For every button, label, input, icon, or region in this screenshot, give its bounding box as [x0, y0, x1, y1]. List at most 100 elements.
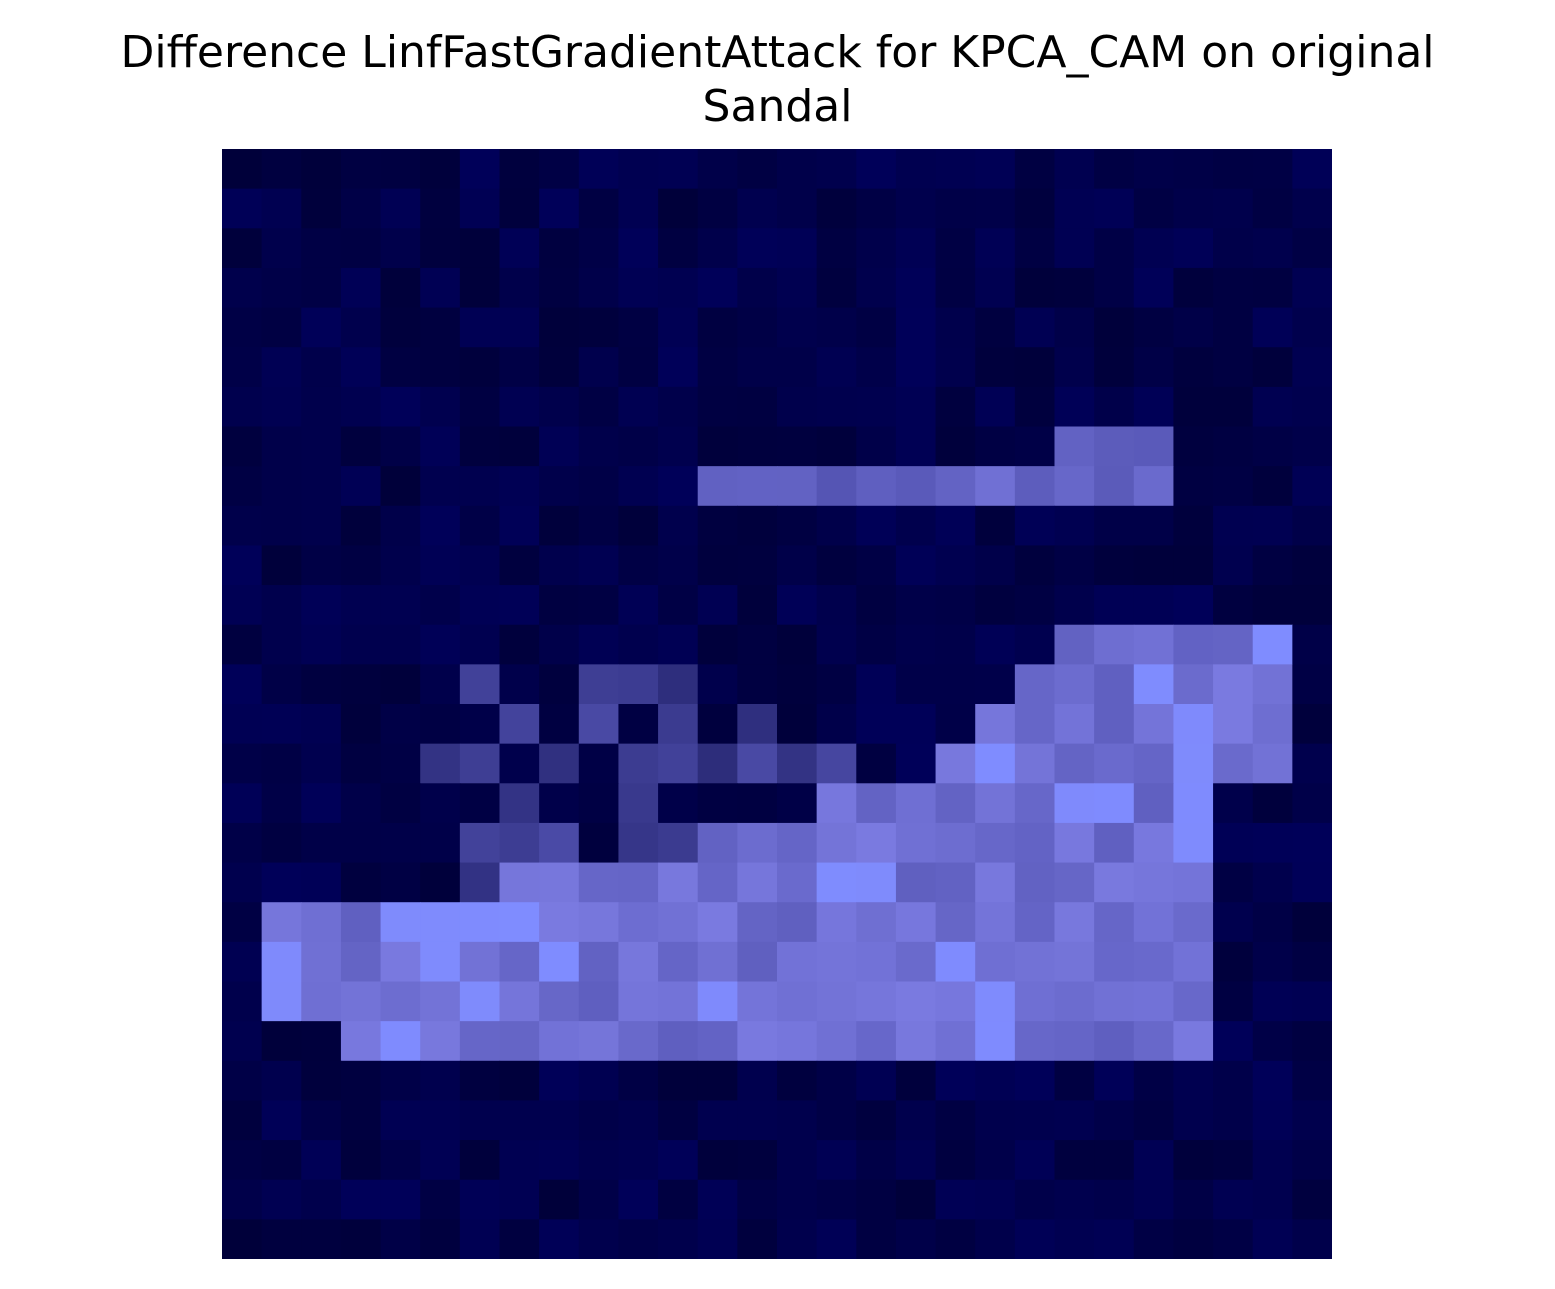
heatmap-cell: [697, 149, 738, 190]
heatmap-cell: [420, 426, 461, 467]
heatmap-cell: [301, 1100, 342, 1141]
heatmap-cell: [975, 466, 1016, 507]
heatmap-cell: [420, 1219, 461, 1259]
heatmap-cell: [1213, 386, 1254, 428]
heatmap-cell: [777, 1140, 818, 1181]
heatmap-cell: [459, 149, 501, 190]
heatmap-cell: [737, 466, 778, 507]
heatmap-cell: [856, 545, 897, 586]
heatmap-cell: [1252, 149, 1293, 190]
heatmap-cell: [935, 466, 976, 507]
heatmap-cell: [816, 624, 857, 665]
heatmap-cell: [618, 1140, 659, 1181]
heatmap-cell: [737, 1219, 778, 1259]
heatmap-cell: [1292, 822, 1332, 864]
heatmap-cell: [1252, 981, 1293, 1022]
heatmap-cell: [618, 307, 659, 348]
heatmap-cell: [1094, 228, 1135, 269]
heatmap-cell: [777, 624, 818, 665]
heatmap-cell: [895, 704, 937, 745]
heatmap-cell: [1213, 862, 1254, 903]
heatmap-cell: [816, 545, 857, 586]
heatmap-cell: [856, 188, 897, 229]
heatmap-cell: [975, 1021, 1016, 1062]
heatmap-cell: [222, 743, 263, 784]
heatmap-cell: [301, 822, 342, 864]
heatmap-cell: [777, 822, 818, 864]
heatmap-cell: [1014, 862, 1056, 903]
heatmap-cell: [1133, 267, 1175, 309]
heatmap-cell: [1094, 822, 1135, 864]
heatmap-cell: [420, 505, 461, 547]
heatmap-cell: [261, 862, 302, 903]
heatmap-cell: [1292, 347, 1332, 388]
heatmap-cell: [1213, 585, 1254, 626]
heatmap-cell: [1054, 228, 1095, 269]
heatmap-cell: [1094, 1140, 1135, 1181]
heatmap-cell: [222, 624, 263, 665]
heatmap-cell: [578, 664, 620, 705]
heatmap-cell: [1094, 267, 1135, 309]
heatmap-cell: [1173, 466, 1214, 507]
heatmap-cell: [1292, 941, 1332, 983]
heatmap-cell: [935, 624, 976, 665]
heatmap-cell: [1054, 743, 1095, 784]
heatmap-cell: [1292, 664, 1332, 705]
heatmap-cell: [261, 267, 302, 309]
heatmap-cell: [340, 664, 382, 705]
heatmap-cell: [658, 902, 699, 943]
heatmap-cell: [301, 307, 342, 348]
heatmap-cell: [1213, 783, 1254, 824]
heatmap-cell: [261, 1100, 302, 1141]
heatmap-cell: [1133, 664, 1175, 705]
heatmap-cell: [1252, 822, 1293, 864]
heatmap-cell: [1173, 902, 1214, 943]
heatmap-cell: [420, 1179, 461, 1220]
heatmap-cell: [1054, 347, 1095, 388]
heatmap-cell: [1014, 1021, 1056, 1062]
heatmap-cell: [658, 347, 699, 388]
heatmap-cell: [658, 307, 699, 348]
heatmap-cell: [380, 862, 421, 903]
heatmap-cell: [261, 149, 302, 190]
heatmap-cell: [658, 505, 699, 547]
heatmap-cell: [578, 1140, 620, 1181]
heatmap-cell: [261, 902, 302, 943]
heatmap-cell: [856, 505, 897, 547]
heatmap-cell: [380, 1100, 421, 1141]
heatmap-cell: [935, 347, 976, 388]
heatmap-cell: [222, 1179, 263, 1220]
heatmap-cell: [578, 624, 620, 665]
heatmap-cell: [1054, 981, 1095, 1022]
heatmap-cell: [380, 704, 421, 745]
heatmap-cell: [539, 267, 580, 309]
heatmap-cell: [737, 941, 778, 983]
heatmap-cell: [380, 743, 421, 784]
heatmap-cell: [1252, 426, 1293, 467]
heatmap-cell: [301, 228, 342, 269]
heatmap-cell: [618, 545, 659, 586]
heatmap-cell: [975, 426, 1016, 467]
chart-title-line-2: Sandal: [702, 81, 853, 132]
heatmap-cell: [856, 1219, 897, 1259]
heatmap-cell: [380, 902, 421, 943]
heatmap-cell: [1094, 704, 1135, 745]
heatmap-cell: [459, 902, 501, 943]
heatmap-cell: [1292, 267, 1332, 309]
heatmap-cell: [301, 585, 342, 626]
heatmap-cell: [499, 704, 540, 745]
heatmap-cell: [1094, 1179, 1135, 1220]
heatmap-cell: [459, 1140, 501, 1181]
heatmap-cell: [539, 149, 580, 190]
heatmap-cell: [618, 188, 659, 229]
heatmap-cell: [499, 386, 540, 428]
heatmap-cell: [301, 188, 342, 229]
heatmap-cell: [737, 664, 778, 705]
heatmap-cell: [1133, 1060, 1175, 1102]
heatmap-cell: [539, 1219, 580, 1259]
heatmap-cell: [1213, 902, 1254, 943]
heatmap-cell: [420, 188, 461, 229]
heatmap-cell: [1173, 743, 1214, 784]
heatmap-cell: [975, 307, 1016, 348]
heatmap-cell: [1014, 822, 1056, 864]
